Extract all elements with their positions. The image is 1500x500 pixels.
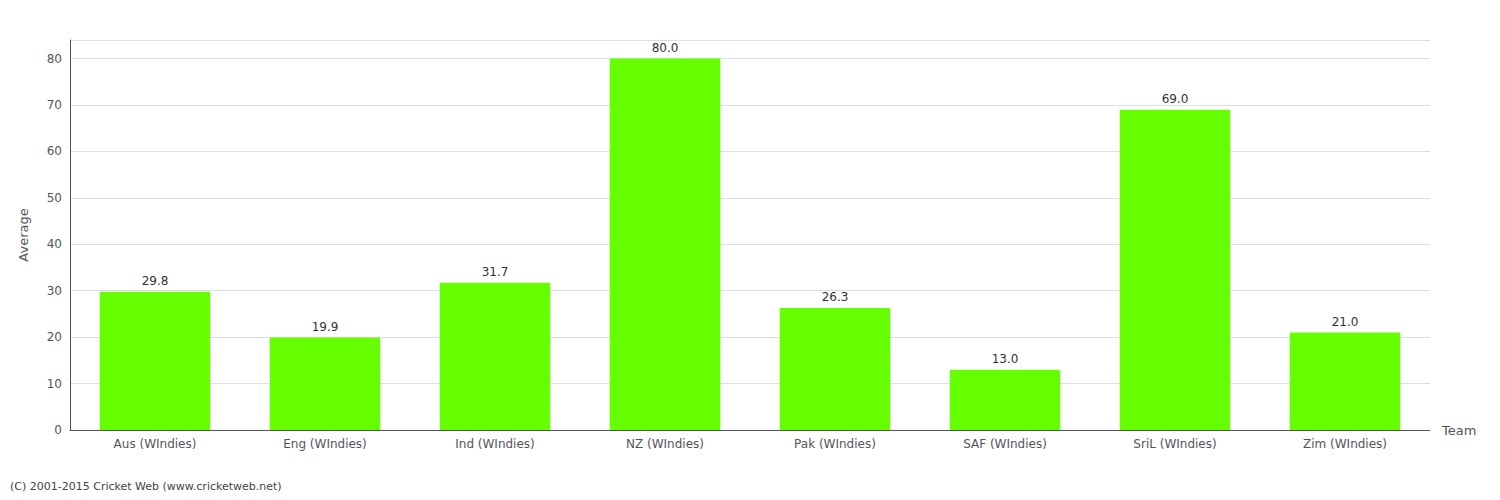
svg-text:80: 80 xyxy=(47,52,62,66)
svg-text:SriL (WIndies): SriL (WIndies) xyxy=(1133,437,1216,451)
svg-text:Zim (WIndies): Zim (WIndies) xyxy=(1303,437,1387,451)
svg-text:0: 0 xyxy=(54,423,62,437)
svg-text:Team: Team xyxy=(1441,423,1476,438)
svg-text:10: 10 xyxy=(47,377,62,391)
svg-text:40: 40 xyxy=(47,237,62,251)
svg-text:(C) 2001-2015 Cricket Web (www: (C) 2001-2015 Cricket Web (www.cricketwe… xyxy=(10,480,282,493)
svg-text:Ind (WIndies): Ind (WIndies) xyxy=(455,437,535,451)
svg-text:Aus (WIndies): Aus (WIndies) xyxy=(114,437,197,451)
svg-text:70: 70 xyxy=(47,98,62,112)
svg-text:Pak (WIndies): Pak (WIndies) xyxy=(794,437,876,451)
svg-text:29.8: 29.8 xyxy=(142,274,169,288)
svg-text:13.0: 13.0 xyxy=(992,352,1019,366)
svg-text:21.0: 21.0 xyxy=(1332,315,1359,329)
svg-text:30: 30 xyxy=(47,284,62,298)
svg-text:NZ (WIndies): NZ (WIndies) xyxy=(626,437,704,451)
svg-text:80.0: 80.0 xyxy=(652,41,679,55)
svg-text:20: 20 xyxy=(47,330,62,344)
svg-text:50: 50 xyxy=(47,191,62,205)
svg-text:Eng (WIndies): Eng (WIndies) xyxy=(283,437,367,451)
svg-text:Average: Average xyxy=(16,208,31,261)
svg-text:26.3: 26.3 xyxy=(822,290,849,304)
svg-text:60: 60 xyxy=(47,144,62,158)
svg-text:SAF (WIndies): SAF (WIndies) xyxy=(963,437,1047,451)
svg-text:31.7: 31.7 xyxy=(482,265,509,279)
svg-text:69.0: 69.0 xyxy=(1162,92,1189,106)
svg-text:19.9: 19.9 xyxy=(312,320,339,334)
